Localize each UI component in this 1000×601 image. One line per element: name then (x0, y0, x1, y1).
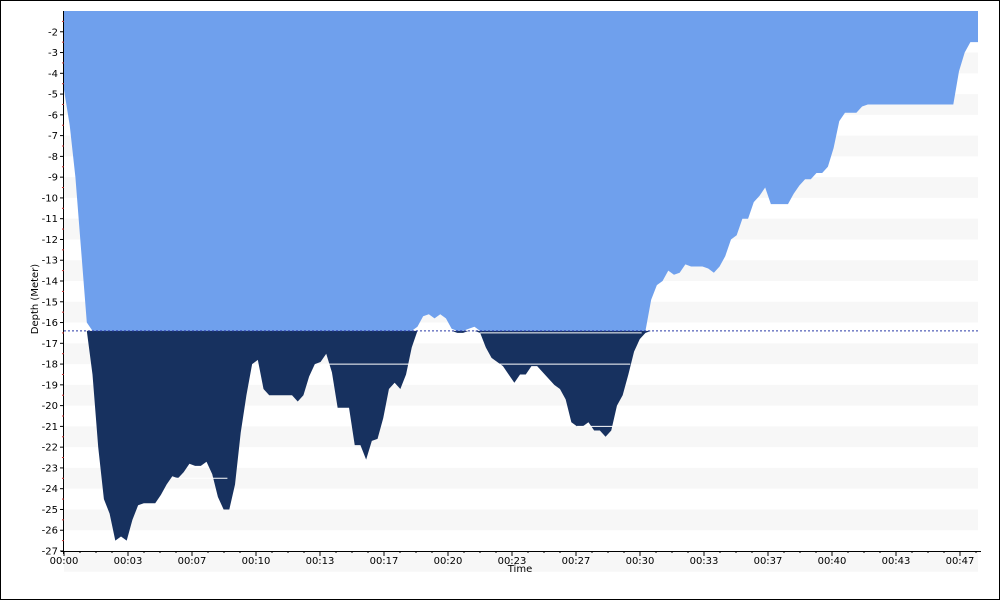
y-axis-ticks: -2 -3 -4 -5 -6 -7 -8 -9 -10 -11 -12 -13 -14 -15 -16 -17… (42, 20, 64, 558)
x-tick-label-3: 00:10 (242, 556, 271, 567)
x-tick-label-13: 00:43 (882, 556, 911, 567)
y-tick-label-0: -2 (48, 27, 58, 38)
x-tick-label-12: 00:40 (818, 556, 847, 567)
y-tick-label-18: -20 (42, 401, 58, 412)
stripe-band-12 (64, 551, 978, 572)
stripe-band-10 (64, 467, 978, 489)
x-tick-label-0: 00:00 (50, 556, 79, 567)
y-tick-label-19: -21 (42, 422, 58, 433)
x-tick-label-10: 00:33 (690, 556, 719, 567)
y-tick-label-14: -16 (42, 318, 58, 329)
y-tick-label-15: -17 (42, 339, 58, 350)
y-tick-label-4: -6 (48, 110, 58, 121)
y-tick-label-5: -7 (48, 131, 58, 142)
y-tick-label-2: -4 (48, 69, 58, 80)
y-tick-label-23: -25 (42, 505, 58, 516)
y-tick-label-24: -26 (42, 526, 58, 537)
x-tick-label-14: 00:47 (946, 556, 975, 567)
area-above-threshold (64, 11, 978, 331)
y-tick-label-1: -3 (48, 48, 58, 59)
x-axis-ticks: 00:00 00:03 00:07 00:10 00:13 00:17 00:20 00:23… (50, 551, 977, 567)
x-tick-label-1: 00:03 (114, 556, 143, 567)
x-tick-label-6: 00:20 (434, 556, 463, 567)
y-tick-label-8: -10 (42, 193, 58, 204)
y-tick-label-11: -13 (42, 256, 58, 267)
x-tick-label-9: 00:30 (626, 556, 655, 567)
y-tick-label-20: -22 (42, 443, 58, 454)
x-tick-label-5: 00:17 (370, 556, 399, 567)
y-tick-label-21: -23 (42, 463, 58, 474)
y-tick-label-22: -24 (42, 484, 58, 495)
y-tick-label-13: -15 (42, 297, 58, 308)
y-axis-title: Depth (Meter) (30, 264, 41, 335)
plateau-lines (172, 332, 642, 479)
x-tick-label-4: 00:13 (306, 556, 335, 567)
x-tick-label-2: 00:07 (178, 556, 207, 567)
x-tick-label-11: 00:37 (754, 556, 783, 567)
x-tick-label-8: 00:27 (562, 556, 591, 567)
stripe-band-9 (64, 426, 978, 448)
stripe-band-11 (64, 509, 978, 531)
y-tick-label-25: -27 (42, 547, 58, 558)
x-axis-title: Time (507, 564, 532, 575)
y-tick-label-12: -14 (42, 277, 58, 288)
x-tick-label-7: 00:23 (498, 556, 527, 567)
y-tick-label-17: -19 (42, 380, 58, 391)
y-tick-label-16: -18 (42, 360, 58, 371)
y-tick-label-10: -12 (42, 235, 58, 246)
y-tick-label-3: -5 (48, 90, 58, 101)
area-below-threshold (64, 330, 971, 541)
y-tick-label-7: -9 (48, 173, 58, 184)
y-tick-label-6: -8 (48, 152, 58, 163)
y-tick-label-9: -11 (42, 214, 58, 225)
